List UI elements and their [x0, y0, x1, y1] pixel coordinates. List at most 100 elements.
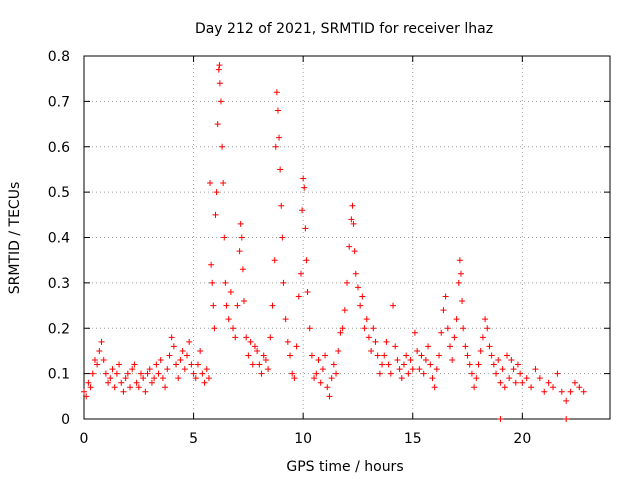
data-point — [411, 329, 418, 336]
data-point — [379, 361, 386, 368]
data-point — [341, 307, 348, 314]
data-point — [479, 334, 486, 341]
x-tick-label: 0 — [80, 431, 89, 447]
data-point — [308, 352, 315, 359]
data-point — [186, 338, 193, 345]
data-point — [346, 243, 353, 250]
data-point — [457, 270, 464, 277]
data-point — [133, 379, 140, 386]
data-point — [459, 298, 466, 305]
data-point — [510, 366, 517, 373]
data-point — [299, 207, 306, 214]
data-point — [456, 257, 463, 264]
x-axis-label: GPS time / hours — [286, 459, 403, 475]
data-point — [431, 384, 438, 391]
data-point — [107, 375, 114, 382]
data-point — [317, 379, 324, 386]
data-point — [554, 370, 561, 377]
data-point — [209, 279, 216, 286]
grid — [84, 56, 610, 419]
data-point — [486, 343, 493, 350]
data-point — [173, 361, 180, 368]
data-point — [220, 180, 227, 187]
data-point — [383, 338, 390, 345]
data-point — [225, 316, 232, 323]
x-tick-label: 15 — [404, 431, 422, 447]
data-point — [315, 357, 322, 364]
data-point — [211, 325, 218, 332]
data-point — [164, 366, 171, 373]
data-point — [271, 257, 278, 264]
data-point — [81, 388, 87, 395]
data-point — [273, 89, 280, 96]
data-point — [269, 302, 276, 309]
data-point — [221, 234, 228, 241]
data-point — [208, 261, 215, 268]
data-point — [436, 352, 443, 359]
data-point — [131, 361, 138, 368]
data-point — [363, 316, 370, 323]
chart-title: Day 212 of 2021, SRMTID for receiver lha… — [195, 21, 493, 37]
data-point — [287, 352, 294, 359]
data-point — [100, 357, 107, 364]
data-point — [357, 302, 364, 309]
data-point — [352, 270, 359, 277]
data-point — [576, 384, 583, 391]
data-point — [111, 384, 118, 391]
data-point — [374, 352, 381, 359]
x-tick-label: 20 — [513, 431, 531, 447]
data-point — [260, 352, 267, 359]
y-tick-label: 0 — [61, 412, 70, 428]
data-point — [409, 366, 416, 373]
data-point — [466, 361, 473, 368]
data-point — [188, 361, 195, 368]
data-point — [247, 338, 254, 345]
data-point — [236, 248, 243, 255]
data-point — [166, 352, 173, 359]
data-point — [398, 375, 405, 382]
data-point — [122, 375, 129, 382]
data-point — [289, 370, 296, 377]
data-point — [495, 357, 502, 364]
data-point — [422, 357, 429, 364]
data-point — [151, 375, 158, 382]
data-point — [105, 379, 112, 386]
data-point — [311, 375, 318, 382]
data-point — [146, 366, 153, 373]
data-point — [563, 416, 570, 422]
data-point — [567, 388, 574, 395]
data-point — [144, 370, 151, 377]
y-tick-label: 0.3 — [48, 276, 70, 292]
data-point — [385, 361, 392, 368]
data-point — [455, 279, 462, 286]
data-point — [213, 189, 220, 196]
data-point — [453, 316, 460, 323]
data-point — [280, 279, 287, 286]
data-point — [207, 180, 214, 187]
data-point — [300, 175, 307, 182]
data-point — [468, 370, 475, 377]
data-point — [284, 338, 291, 345]
data-point — [240, 298, 247, 305]
data-point — [89, 370, 96, 377]
data-point — [433, 366, 440, 373]
data-point — [279, 234, 286, 241]
data-point — [482, 316, 489, 323]
data-point — [503, 352, 510, 359]
data-point — [210, 302, 217, 309]
data-point — [427, 361, 434, 368]
data-point — [217, 98, 224, 105]
data-point — [400, 361, 407, 368]
data-point — [272, 143, 279, 150]
data-point — [142, 388, 149, 395]
data-point — [124, 370, 131, 377]
data-point — [580, 388, 587, 395]
data-point — [179, 347, 186, 354]
data-point — [508, 357, 515, 364]
data-point — [304, 288, 311, 295]
data-point — [493, 370, 500, 377]
data-point — [532, 366, 539, 373]
data-point — [499, 366, 506, 373]
data-point — [414, 347, 421, 354]
data-point — [519, 379, 526, 386]
